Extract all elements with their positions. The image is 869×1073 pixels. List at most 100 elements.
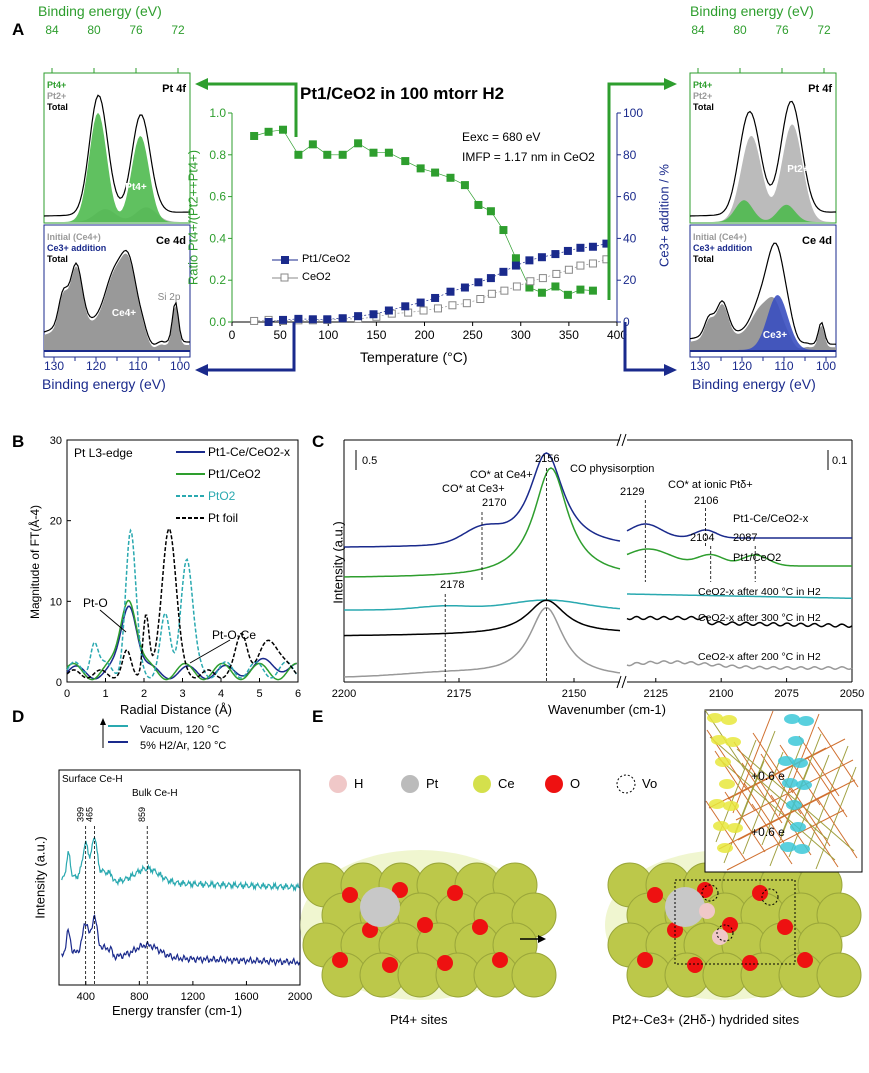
- c-series-right-3: [626, 615, 853, 628]
- b-ytick-label: 10: [50, 596, 62, 608]
- e-inset-density: [790, 822, 806, 832]
- b-xtick-label: 0: [64, 688, 70, 700]
- pt1ceo2-point: [460, 283, 469, 292]
- a-y2tick-label: 40: [623, 231, 637, 245]
- a-xtick-label: 250: [463, 328, 483, 342]
- d-xtick-label: 1200: [181, 991, 205, 1003]
- pt1ceo2-point: [323, 315, 332, 324]
- vo-icon: [761, 888, 779, 906]
- e-inset-bond: [732, 710, 774, 814]
- b-ylabel: Magnitude of FT(Å-4): [28, 504, 42, 620]
- xps-left-bottom-xlabel: Binding energy (eV): [42, 376, 166, 392]
- o-atom: [417, 917, 433, 933]
- c-series-left-3: [343, 599, 621, 637]
- pt1ceo2-point: [369, 310, 378, 319]
- c-series-right-4: [626, 660, 853, 670]
- si2p-label: Si 2p: [158, 292, 181, 303]
- o-atom: [392, 882, 408, 898]
- ce4d-legend-item: Initial (Ce4+): [693, 232, 747, 242]
- o-atom: [382, 957, 398, 973]
- o-atom: [687, 957, 703, 973]
- e-inset-density: [784, 714, 800, 724]
- pt4f-total-line: [689, 100, 836, 217]
- pt1ceo2-point: [308, 315, 317, 324]
- c-axis-break-icon: [616, 675, 627, 689]
- e-inset-bond: [779, 744, 821, 806]
- b-legend-label: Pt1/CeO2: [208, 467, 261, 481]
- ceo2-point: [419, 306, 428, 315]
- bottom-tick-label: 110: [128, 359, 147, 373]
- b-arrow-ptoce: [189, 639, 231, 664]
- a-xtick-label: 0: [229, 328, 236, 342]
- d-legend-vacuum: Vacuum, 120 °C: [140, 724, 220, 736]
- e-inset-bond: [742, 751, 784, 855]
- b-annot-ptoce: Pt-O-Ce: [212, 628, 257, 642]
- d-xlabel: Energy transfer (cm-1): [112, 1003, 243, 1018]
- e-inset-density: [778, 756, 794, 766]
- e-inset-density: [717, 843, 733, 853]
- e-legend-ce-icon: [473, 775, 491, 793]
- pt4f-total-line: [43, 94, 191, 217]
- panel-label-C: C: [312, 432, 325, 451]
- ce-atom: [511, 952, 557, 998]
- vo-icon: [716, 924, 734, 942]
- b-xtick-label: 3: [179, 688, 185, 700]
- pt-atom: [665, 887, 705, 927]
- e-inset-density: [796, 780, 812, 790]
- pt4f-title: Pt 4f: [162, 83, 186, 95]
- b-xlabel: Radial Distance (Å): [120, 702, 232, 717]
- b-xtick-label: 5: [256, 688, 262, 700]
- e-inset-bond: [806, 756, 848, 818]
- ratio-point: [460, 181, 469, 190]
- ce4-area: [44, 253, 190, 350]
- top-tick-label: 80: [733, 23, 747, 37]
- pt1ceo2-point: [354, 312, 363, 321]
- ceo2-point: [250, 316, 259, 325]
- bottom-tick-label: 120: [86, 359, 106, 373]
- ratio-point: [323, 150, 332, 159]
- ratio-point: [416, 164, 425, 173]
- d-xtick-label: 400: [77, 991, 95, 1003]
- c-xlabel: Wavenumber (cm-1): [548, 702, 666, 717]
- c-peak-label-2106: 2106: [694, 495, 719, 507]
- bottom-tick-label: 130: [44, 359, 64, 373]
- e-inset-density: [786, 800, 802, 810]
- pt4f-legend-item: Total: [693, 102, 714, 112]
- arrow-head-icon: [664, 78, 677, 90]
- arrow-to-left-pt4f: [205, 82, 298, 137]
- h-atom: [699, 903, 715, 919]
- o-atom: [472, 919, 488, 935]
- c-peak-label-2156: 2156: [535, 453, 560, 465]
- pt1ceo2-point: [576, 243, 585, 252]
- ratio-point: [354, 139, 363, 148]
- a-xtick-label: 350: [559, 328, 579, 342]
- pt2-area: [690, 124, 836, 222]
- c-ylabel: Intensity (a.u.): [330, 521, 346, 604]
- pt1ceo2-point: [551, 250, 560, 259]
- b-xtick-label: 2: [141, 688, 147, 700]
- ce3-area: [690, 295, 836, 350]
- a-ytick-label: 0.8: [209, 148, 226, 162]
- arrow-head-icon: [195, 364, 208, 376]
- ceo2-point: [448, 301, 457, 310]
- ceo2-point: [476, 295, 485, 304]
- ratio-point: [279, 125, 288, 134]
- xps-right-top-xlabel: Binding energy (eV): [690, 3, 814, 19]
- ce4d-total-line: [689, 242, 836, 345]
- c-xtick-label: 2075: [774, 688, 798, 700]
- ce-atom: [397, 952, 443, 998]
- c-series-right-1: [626, 548, 852, 567]
- e-legend-pt-icon: [401, 775, 419, 793]
- c-peak-label-2170: 2170: [482, 497, 507, 509]
- c-series-label: CeO2-x after 300 °C in H2: [698, 612, 821, 624]
- ceo2-point: [526, 277, 535, 286]
- o-atom: [437, 955, 453, 971]
- a-y2tick-label: 20: [623, 273, 637, 287]
- d-peak-label: 399: [76, 807, 86, 822]
- b-annot-pto: Pt-O: [83, 596, 108, 610]
- ce4d-legend-item: Total: [47, 254, 68, 264]
- ce4d-legend-item: Ce3+ addition: [693, 243, 752, 253]
- ratio-point: [446, 173, 455, 182]
- d-annot-surface: Surface Ce-H: [62, 774, 123, 785]
- ratio-point: [294, 150, 303, 159]
